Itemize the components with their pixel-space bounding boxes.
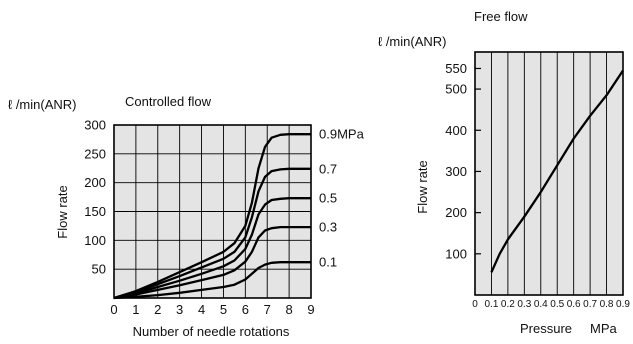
right-x-tick-label: 0.4	[534, 299, 548, 310]
left-series-line	[113, 197, 311, 300]
right-grid	[490, 52, 608, 295]
left-x-tick-label: 4	[198, 302, 205, 317]
left-x-tick-label: 2	[154, 302, 161, 317]
right-y-tick-label: 200	[445, 205, 467, 220]
right-x-tick-label: 0.7	[583, 299, 597, 310]
right-x-tick-label: 0.3	[517, 299, 531, 310]
right-x-tick-label: 0.2	[501, 299, 515, 310]
right-y-tick-label: 550	[445, 61, 467, 76]
left-x-tick-label: 3	[176, 302, 183, 317]
left-series-labels: 0.9MPa 0.7 0.5 0.3 0.1	[319, 127, 365, 270]
left-series-line	[113, 261, 311, 300]
left-y-tick-label: 150	[84, 204, 106, 219]
right-x-tick-label: 0.5	[550, 299, 564, 310]
right-x-axis-unit: MPa	[590, 321, 618, 336]
left-series-line	[113, 225, 311, 300]
right-unit-label: ℓ /min(ANR)	[378, 34, 446, 49]
right-x-tick-label: 0	[472, 299, 478, 310]
left-series-label: 0.5	[319, 191, 337, 206]
left-series-label: 0.3	[319, 220, 337, 235]
left-series-lines	[113, 133, 311, 300]
right-y-axis-label: Flow rate	[415, 160, 430, 213]
right-x-tick-label: 0.6	[567, 299, 581, 310]
left-series-line	[113, 133, 311, 300]
left-x-tick-label: 8	[285, 302, 292, 317]
left-y-tick-labels: 50 100 150 200 250 300	[84, 118, 106, 277]
left-x-tick-label: 7	[264, 302, 271, 317]
right-x-tick-label: 0.1	[484, 299, 498, 310]
left-y-axis-label: Flow rate	[55, 185, 70, 238]
right-y-tick-label: 500	[445, 82, 467, 97]
left-series-label: 0.9MPa	[319, 127, 365, 142]
left-x-axis-label: Number of needle rotations	[133, 324, 290, 339]
left-x-tick-label: 1	[132, 302, 139, 317]
right-x-axis-label: Pressure	[520, 321, 572, 336]
left-x-tick-label: 6	[242, 302, 249, 317]
left-y-tick-label: 250	[84, 146, 106, 161]
left-chart-title: Controlled flow	[125, 94, 212, 109]
left-series-line	[113, 167, 311, 300]
right-x-tick-label: 0.8	[600, 299, 614, 310]
left-unit-label: ℓ /min(ANR)	[8, 97, 76, 112]
right-series-line	[490, 69, 624, 273]
right-y-tick-labels: 100 200 300 400 500 550	[445, 61, 481, 261]
right-y-tick-label: 400	[445, 123, 467, 138]
left-y-tick-label: 100	[84, 233, 106, 248]
right-y-tick-label: 300	[445, 164, 467, 179]
free-flow-chart: Free flow ℓ /min(ANR) 100 200 300 400 500 550…	[378, 9, 630, 336]
left-y-tick-label: 300	[84, 118, 106, 133]
left-y-tick-label: 50	[92, 262, 106, 277]
left-series-label: 0.7	[319, 161, 337, 176]
controlled-flow-chart: ℓ /min(ANR) Controlled flow 501001502002…	[8, 94, 365, 339]
right-y-tick-label: 100	[445, 246, 467, 261]
left-x-tick-label: 0	[110, 302, 117, 317]
right-x-tick-labels: 0 0.1 0.2 0.3 0.4 0.5 0.6 0.7 0.8 0.9	[472, 299, 630, 310]
right-chart-title: Free flow	[474, 9, 528, 24]
right-series-lines	[490, 69, 624, 273]
left-series-label: 0.1	[319, 255, 337, 270]
right-x-tick-label: 0.9	[616, 299, 630, 310]
left-x-tick-label: 5	[220, 302, 227, 317]
left-y-tick-label: 200	[84, 175, 106, 190]
left-x-tick-label: 9	[307, 302, 314, 317]
